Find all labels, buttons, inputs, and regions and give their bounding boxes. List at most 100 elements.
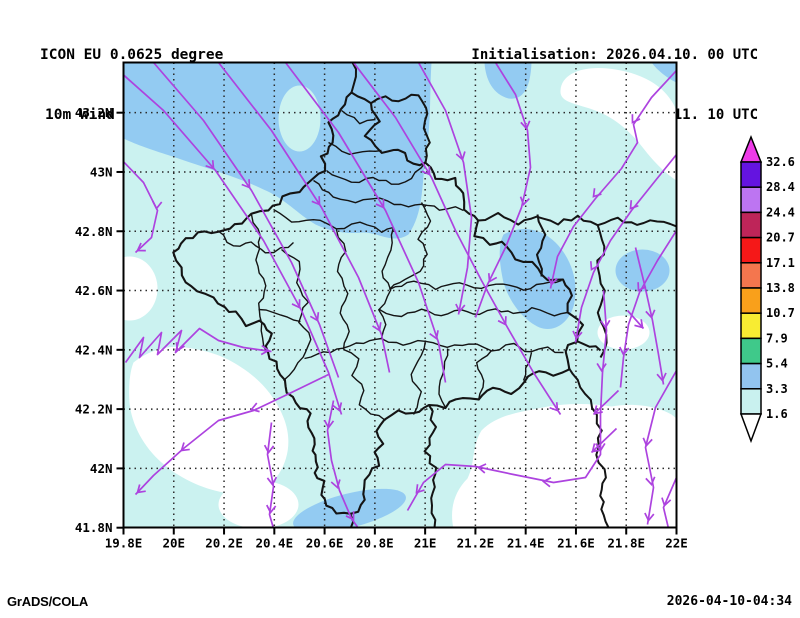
- shade-blob-3.3-5.4: [293, 488, 406, 528]
- initialisation-time: Initialisation: 2026.04.10. 00 UTC: [471, 47, 758, 63]
- wind-arrowhead-icon: [645, 476, 656, 487]
- colorbar-over-arrow: [739, 134, 763, 163]
- wind-arrowhead-icon: [497, 316, 507, 326]
- wind-arrowhead-icon: [455, 303, 466, 314]
- wind-streamline: [590, 427, 618, 454]
- creation-timestamp: 2026-04-10-04:34: [666, 594, 792, 609]
- lat-tick-label: 43N: [90, 164, 113, 179]
- shade-blob-calm: [218, 480, 299, 528]
- wind-streamline: [549, 69, 677, 289]
- municipality-border: [389, 279, 562, 291]
- wind-arrowhead-icon: [637, 282, 647, 292]
- wind-streamline: [326, 400, 359, 528]
- municipality-border: [304, 337, 382, 360]
- wind-arrowhead-icon: [330, 479, 341, 490]
- colorbar-band: [740, 211, 762, 239]
- wind-arrowhead-icon: [375, 199, 385, 209]
- lon-tick-label: 21.8E: [607, 536, 645, 551]
- shade-blob-3.3-5.4: [484, 62, 532, 99]
- lon-tick-label: 21.2E: [457, 536, 495, 551]
- wind-arrowhead-icon: [345, 511, 355, 521]
- shade-blob-calm: [452, 404, 677, 528]
- shade-blob-calm: [597, 315, 650, 350]
- wind-streamline: [626, 309, 645, 330]
- country-border: [172, 91, 585, 515]
- lon-tick-label: 20.2E: [205, 536, 243, 551]
- shade-blob-3.3-5.4: [123, 62, 432, 239]
- wind-arrowhead-icon: [634, 319, 644, 329]
- wind-arrowhead-icon: [547, 276, 558, 287]
- wind-arrowhead-icon: [631, 114, 641, 124]
- wind-arrowhead-icon: [136, 484, 146, 494]
- municipality-border: [335, 229, 350, 350]
- map-frame: [122, 61, 678, 529]
- wind-arrowhead-icon: [175, 342, 185, 352]
- colorbar-band: [740, 161, 762, 188]
- external-border: [575, 339, 602, 352]
- map-group: 43.2N 43N 42.8N 42.6N 42.4N 42.2N 42N 41.8N19.8…: [75, 61, 688, 551]
- wind-arrowhead-icon: [429, 330, 439, 340]
- colorbar-band: [740, 287, 762, 314]
- lon-tick-label: 20.6E: [306, 536, 344, 551]
- colorbar-level-label: 17.1: [766, 256, 795, 270]
- lon-tick-label: 19.8E: [105, 536, 143, 551]
- wind-streamline: [619, 230, 677, 388]
- municipality-border: [217, 229, 294, 254]
- wind-arrowhead-icon: [596, 362, 607, 373]
- colorbar-band: [740, 236, 762, 264]
- wind-arrowhead-icon: [593, 405, 603, 415]
- municipality-border: [388, 202, 432, 290]
- wind-arrowhead-icon: [260, 344, 271, 356]
- lat-tick-label: 41.8N: [75, 520, 113, 535]
- wind-arrowhead-icon: [644, 512, 655, 523]
- wind-arrowhead-icon: [600, 319, 611, 330]
- lat-tick-label: 42.8N: [75, 224, 113, 239]
- wind-arrowhead-icon: [591, 443, 601, 453]
- municipality-border: [381, 337, 564, 354]
- shade-hole-1.6-3.3: [278, 85, 321, 152]
- lat-tick-label: 42.2N: [75, 402, 113, 417]
- wind-arrowhead-icon: [476, 463, 487, 474]
- colorbar-level-label: 5.4: [766, 357, 788, 371]
- municipality-border: [522, 352, 533, 381]
- external-border: [369, 93, 431, 163]
- wind-arrowhead-icon: [645, 309, 656, 320]
- wind-streamline: [592, 389, 620, 416]
- lon-tick-label: 21.6E: [557, 536, 595, 551]
- wind-arrowhead-icon: [332, 402, 343, 412]
- wind-arrowhead-icon: [415, 484, 425, 494]
- shade-blob-3.3-5.4: [615, 249, 670, 292]
- wind-arrowhead-icon: [618, 346, 630, 357]
- wind-arrowhead-icon: [263, 444, 275, 455]
- lat-tick-label: 42N: [90, 461, 113, 476]
- wind-arrowhead-icon: [629, 200, 639, 210]
- lat-tick-label: 42.6N: [75, 283, 113, 298]
- wind-arrowhead-icon: [151, 200, 163, 211]
- wind-arrowhead-icon: [136, 242, 146, 252]
- lon-tick-label: 20E: [162, 536, 185, 551]
- wind-streamline: [266, 422, 275, 528]
- wind-streamline: [124, 327, 272, 363]
- wind-arrowhead-icon: [323, 419, 335, 430]
- wind-arrowhead-icon: [541, 476, 552, 488]
- wind-arrowhead-icon: [250, 402, 260, 413]
- colorbar-level-label: 1.6: [766, 407, 788, 421]
- municipality-border: [328, 141, 382, 156]
- wind-streamline: [474, 62, 532, 318]
- municipality-border: [377, 227, 395, 339]
- municipality-border: [343, 348, 386, 422]
- wind-streamline: [152, 62, 340, 378]
- shade-blob-calm: [123, 256, 158, 321]
- colorbar-level-label: 20.7: [766, 231, 795, 245]
- wind-arrowhead-icon: [372, 322, 382, 332]
- colorbar: 1.6 3.3 5.4 7.9 10.7 13.8 17.1 20.7 24.4 28.4 32.6: [739, 134, 795, 444]
- wind-arrowhead-icon: [661, 497, 672, 508]
- wind-arrowhead-icon: [311, 196, 321, 206]
- colorbar-level-label: 13.8: [766, 281, 795, 295]
- wind-arrowhead-icon: [309, 312, 320, 322]
- wind-arrowhead-icon: [487, 273, 498, 283]
- colorbar-band: [740, 337, 762, 365]
- wind-streamline: [123, 160, 159, 254]
